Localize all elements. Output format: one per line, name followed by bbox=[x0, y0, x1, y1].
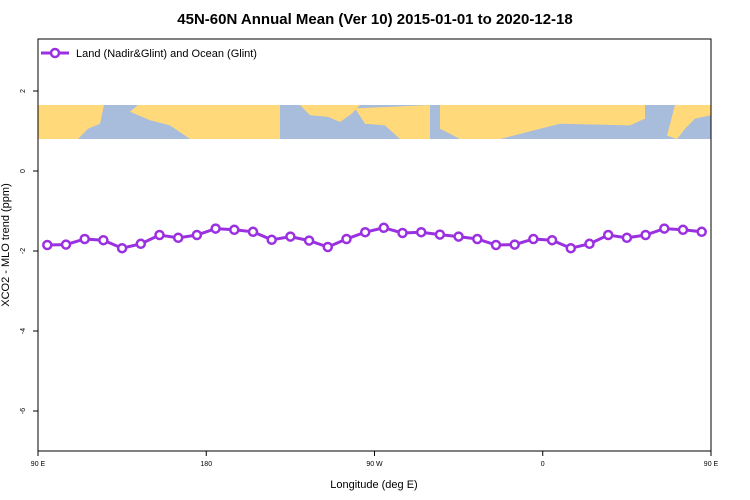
data-point bbox=[453, 231, 464, 242]
data-point bbox=[79, 233, 90, 245]
data-point bbox=[247, 226, 259, 238]
data-point bbox=[359, 226, 371, 238]
data-point bbox=[341, 233, 352, 245]
data-point bbox=[659, 223, 670, 234]
data-point bbox=[154, 229, 165, 241]
data-point bbox=[135, 238, 147, 250]
data-point bbox=[584, 238, 595, 250]
map-land-shape bbox=[38, 105, 104, 139]
data-point bbox=[565, 242, 577, 254]
data-point bbox=[172, 232, 184, 244]
data-point bbox=[378, 222, 390, 234]
data-point bbox=[415, 226, 427, 238]
y-axis-label: XCO2 - MLO trend (ppm) bbox=[0, 183, 12, 306]
data-point bbox=[210, 223, 221, 234]
map-land-shape bbox=[667, 105, 711, 139]
data-point bbox=[472, 233, 483, 245]
series-group bbox=[42, 222, 707, 254]
y-axis: 2 0 -2 -4 -6 bbox=[20, 89, 38, 414]
data-point bbox=[42, 239, 53, 251]
y-tick-label: 2 bbox=[20, 89, 27, 93]
data-point bbox=[696, 226, 707, 238]
data-point bbox=[621, 232, 633, 244]
map-land-shape bbox=[300, 105, 360, 122]
x-tick-label: 90 E bbox=[704, 461, 719, 468]
data-point bbox=[677, 224, 689, 236]
legend-label: Land (Nadir&Glint) and Ocean (Glint) bbox=[76, 48, 257, 60]
data-point bbox=[434, 229, 446, 240]
data-point bbox=[397, 227, 408, 239]
data-point bbox=[60, 239, 72, 250]
map-land-shape bbox=[440, 105, 645, 139]
data-point bbox=[640, 229, 651, 241]
y-tick-label: 0 bbox=[20, 169, 27, 173]
data-point bbox=[546, 234, 558, 246]
data-point bbox=[116, 242, 128, 254]
data-point bbox=[490, 239, 502, 251]
map-land-shape bbox=[130, 105, 280, 139]
x-tick-label: 180 bbox=[200, 461, 212, 468]
x-tick-label: 90 W bbox=[366, 461, 383, 468]
data-point bbox=[509, 239, 520, 250]
x-axis: 90 E 180 90 W 0 90 E bbox=[31, 451, 719, 468]
map-land bbox=[38, 105, 711, 139]
data-point bbox=[322, 241, 334, 253]
map-land-shape bbox=[355, 105, 430, 139]
data-point bbox=[98, 234, 109, 246]
data-point bbox=[266, 234, 277, 246]
data-point bbox=[528, 233, 539, 245]
data-point bbox=[303, 235, 315, 246]
y-tick-label: -6 bbox=[20, 408, 27, 414]
data-point bbox=[602, 229, 614, 241]
data-point bbox=[285, 231, 296, 242]
legend: Land (Nadir&Glint) and Ocean (Glint) bbox=[41, 47, 257, 60]
y-tick-label: -2 bbox=[20, 248, 27, 254]
x-tick-label: 0 bbox=[541, 461, 545, 468]
y-tick-label: -4 bbox=[20, 328, 27, 334]
legend-marker bbox=[49, 47, 61, 59]
data-point bbox=[191, 229, 203, 241]
x-tick-label: 90 E bbox=[31, 461, 46, 468]
chart-title: 45N-60N Annual Mean (Ver 10) 2015-01-01 … bbox=[177, 11, 572, 28]
x-axis-label: Longitude (deg E) bbox=[330, 479, 417, 491]
data-point bbox=[229, 224, 240, 236]
map-band bbox=[38, 105, 711, 139]
